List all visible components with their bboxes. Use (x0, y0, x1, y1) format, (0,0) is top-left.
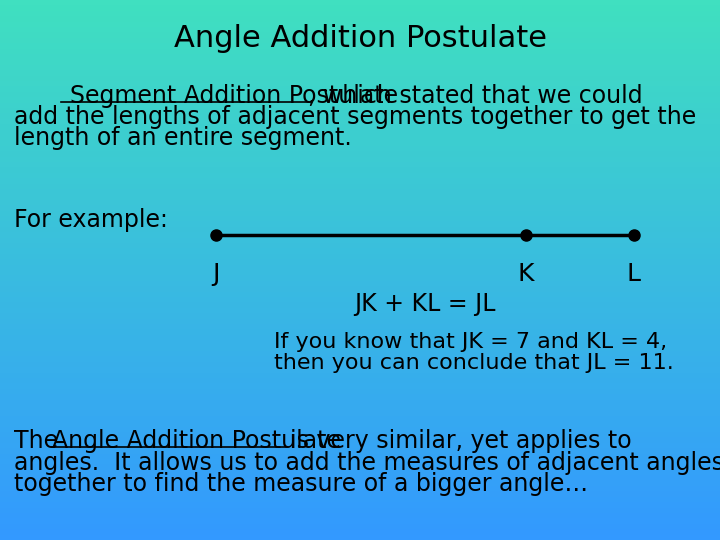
Text: together to find the measure of a bigger angle…: together to find the measure of a bigger… (14, 472, 588, 496)
Text: angles.  It allows us to add the measures of adjacent angles: angles. It allows us to add the measures… (14, 450, 720, 475)
Text: Angle Addition Postulate: Angle Addition Postulate (174, 24, 546, 53)
Text: length of an entire segment.: length of an entire segment. (14, 126, 352, 150)
Text: JK + KL = JL: JK + KL = JL (354, 292, 495, 315)
Text: Segment Addition Postulate: Segment Addition Postulate (40, 84, 397, 107)
Text: For example:: For example: (14, 208, 168, 232)
Text: The: The (14, 429, 66, 453)
Text: If you know that JK = 7 and KL = 4,: If you know that JK = 7 and KL = 4, (274, 332, 667, 352)
Text: add the lengths of adjacent segments together to get the: add the lengths of adjacent segments tog… (14, 105, 697, 129)
Text: J: J (212, 262, 220, 286)
Text: then you can conclude that JL = 11.: then you can conclude that JL = 11. (274, 353, 673, 373)
Text: Angle Addition Postulate: Angle Addition Postulate (53, 429, 349, 453)
Text: L: L (626, 262, 641, 286)
Text: is very similar, yet applies to: is very similar, yet applies to (290, 429, 632, 453)
Text: K: K (518, 262, 534, 286)
Text: , which stated that we could: , which stated that we could (308, 84, 643, 107)
